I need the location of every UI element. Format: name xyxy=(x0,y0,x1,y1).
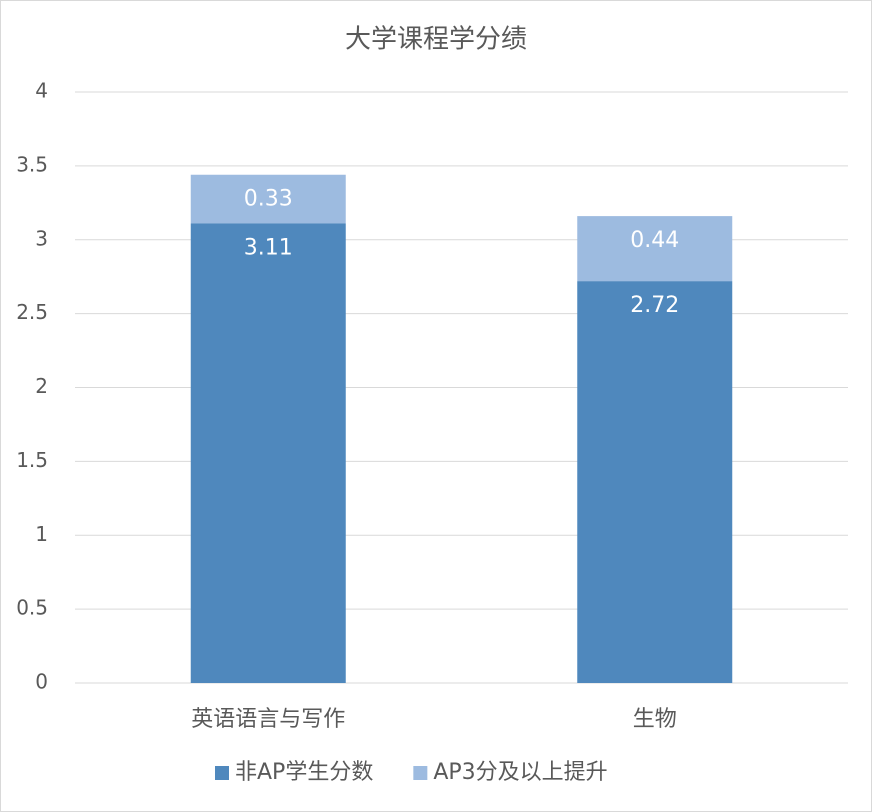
y-tick-label: 4 xyxy=(35,79,48,103)
data-label: 3.11 xyxy=(244,235,293,260)
bar-segment xyxy=(577,281,733,683)
legend-swatch xyxy=(413,766,428,780)
y-tick-label: 0.5 xyxy=(16,596,48,620)
y-tick-label: 2 xyxy=(35,374,48,398)
x-tick-label: 英语语言与写作 xyxy=(191,707,345,732)
x-tick-label: 生物 xyxy=(633,707,677,732)
data-label: 2.72 xyxy=(630,293,679,318)
y-tick-label: 0 xyxy=(35,670,48,694)
bar-segment xyxy=(577,216,733,282)
y-tick-label: 2.5 xyxy=(16,300,48,324)
data-label: 0.44 xyxy=(630,228,679,253)
bar-segment xyxy=(190,174,346,224)
y-tick-label: 3.5 xyxy=(16,152,48,176)
y-tick-label: 3 xyxy=(35,226,48,250)
y-tick-label: 1.5 xyxy=(16,448,48,472)
chart-title: 大学课程学分绩 xyxy=(345,25,527,55)
data-label: 0.33 xyxy=(244,187,293,212)
legend-label: AP3分及以上提升 xyxy=(433,760,607,785)
y-tick-label: 1 xyxy=(35,522,48,546)
legend-label: 非AP学生分数 xyxy=(235,760,373,785)
legend-swatch xyxy=(215,766,229,780)
bar-segment xyxy=(190,223,346,683)
